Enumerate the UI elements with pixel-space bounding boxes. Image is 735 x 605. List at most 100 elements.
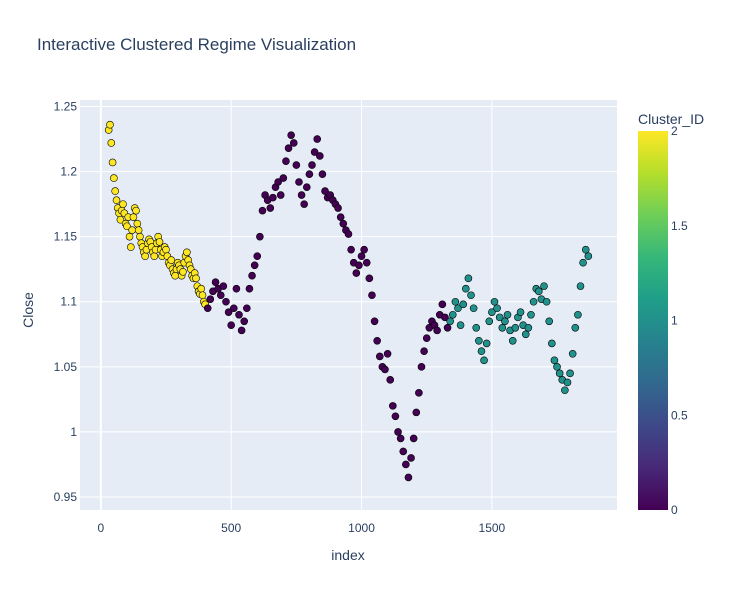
data-point-cluster-0[interactable] (433, 326, 441, 335)
data-point-cluster-1[interactable] (462, 284, 470, 293)
data-point-cluster-1[interactable] (550, 356, 559, 365)
data-point-cluster-1[interactable] (529, 297, 538, 306)
data-point-cluster-1[interactable] (579, 258, 587, 267)
data-point-cluster-1[interactable] (568, 350, 577, 358)
data-point-cluster-0[interactable] (396, 434, 405, 443)
data-point-cluster-0[interactable] (362, 258, 371, 267)
data-point-cluster-0[interactable] (422, 334, 431, 342)
data-point-cluster-1[interactable] (576, 282, 585, 290)
data-point-cluster-0[interactable] (211, 278, 220, 287)
data-point-cluster-1[interactable] (501, 317, 509, 326)
data-point-cluster-1[interactable] (451, 297, 460, 306)
data-point-cluster-1[interactable] (574, 310, 582, 319)
data-point-cluster-0[interactable] (276, 191, 285, 199)
data-point-cluster-1[interactable] (511, 323, 520, 332)
data-point-cluster-0[interactable] (253, 252, 262, 260)
data-point-cluster-2[interactable] (112, 196, 121, 205)
data-point-cluster-0[interactable] (237, 326, 246, 335)
data-point-cluster-0[interactable] (344, 230, 353, 238)
data-point-cluster-0[interactable] (399, 447, 408, 456)
data-point-cluster-0[interactable] (420, 347, 428, 356)
data-point-cluster-1[interactable] (446, 317, 454, 326)
data-point-cluster-0[interactable] (297, 191, 306, 199)
data-point-cluster-0[interactable] (235, 310, 243, 319)
data-point-cluster-2[interactable] (132, 206, 140, 215)
data-point-cluster-2[interactable] (155, 238, 164, 246)
data-point-cluster-2[interactable] (192, 274, 200, 283)
data-point-cluster-0[interactable] (287, 131, 295, 139)
data-point-cluster-2[interactable] (198, 291, 207, 300)
data-point-cluster-1[interactable] (584, 252, 593, 260)
data-point-cluster-0[interactable] (302, 183, 311, 192)
data-point-cluster-0[interactable] (269, 193, 277, 202)
data-point-cluster-0[interactable] (441, 313, 449, 322)
data-point-cluster-0[interactable] (310, 148, 319, 156)
data-point-cluster-2[interactable] (108, 158, 117, 167)
data-point-cluster-0[interactable] (250, 261, 259, 270)
data-point-cluster-2[interactable] (127, 243, 135, 251)
data-point-cluster-2[interactable] (106, 120, 114, 129)
data-point-cluster-0[interactable] (334, 204, 342, 212)
data-point-cluster-0[interactable] (216, 291, 225, 300)
data-point-cluster-2[interactable] (171, 271, 179, 280)
data-point-cluster-0[interactable] (373, 336, 381, 345)
data-point-cluster-1[interactable] (561, 386, 569, 395)
data-point-cluster-0[interactable] (336, 213, 345, 221)
data-point-cluster-1[interactable] (516, 308, 525, 316)
data-point-cluster-1[interactable] (475, 336, 483, 345)
data-point-cluster-0[interactable] (203, 304, 212, 313)
data-point-cluster-0[interactable] (300, 200, 308, 208)
data-point-cluster-1[interactable] (459, 300, 468, 309)
data-point-cluster-0[interactable] (222, 297, 230, 306)
data-point-cluster-1[interactable] (488, 308, 496, 316)
data-point-cluster-2[interactable] (183, 248, 191, 257)
data-point-cluster-2[interactable] (141, 252, 149, 260)
data-point-cluster-2[interactable] (129, 213, 138, 221)
data-point-cluster-2[interactable] (123, 222, 131, 231)
data-point-cluster-0[interactable] (347, 245, 355, 254)
data-point-cluster-0[interactable] (248, 271, 256, 280)
data-point-cluster-0[interactable] (289, 139, 298, 147)
data-point-cluster-0[interactable] (381, 365, 389, 374)
data-point-cluster-1[interactable] (566, 369, 574, 378)
data-point-cluster-2[interactable] (179, 268, 187, 276)
data-point-cluster-0[interactable] (438, 300, 447, 309)
data-point-cluster-1[interactable] (524, 323, 533, 332)
data-point-cluster-2[interactable] (128, 226, 136, 234)
data-point-cluster-2[interactable] (136, 232, 144, 241)
data-point-cluster-1[interactable] (456, 321, 465, 329)
data-point-cluster-1[interactable] (527, 310, 535, 319)
data-point-cluster-0[interactable] (206, 295, 215, 303)
data-point-cluster-1[interactable] (485, 317, 494, 326)
data-point-cluster-0[interactable] (412, 408, 421, 417)
data-point-cluster-1[interactable] (448, 310, 457, 319)
data-point-cluster-0[interactable] (224, 308, 233, 316)
data-point-cluster-0[interactable] (305, 170, 314, 178)
data-points[interactable] (104, 120, 593, 482)
data-point-cluster-1[interactable] (464, 274, 473, 283)
data-point-cluster-1[interactable] (454, 304, 462, 313)
data-point-cluster-0[interactable] (394, 428, 402, 436)
data-point-cluster-0[interactable] (240, 317, 249, 326)
data-point-cluster-1[interactable] (534, 287, 543, 296)
data-point-cluster-1[interactable] (490, 297, 499, 306)
data-point-cluster-0[interactable] (370, 317, 379, 326)
data-point-cluster-0[interactable] (383, 350, 392, 358)
data-point-cluster-0[interactable] (321, 187, 329, 195)
data-point-cluster-0[interactable] (404, 473, 413, 482)
data-point-cluster-2[interactable] (197, 284, 206, 293)
data-point-cluster-0[interactable] (279, 174, 288, 182)
data-point-cluster-0[interactable] (274, 178, 282, 186)
data-point-cluster-1[interactable] (508, 336, 517, 345)
data-point-cluster-1[interactable] (472, 323, 481, 332)
data-point-cluster-0[interactable] (417, 363, 426, 371)
data-point-cluster-0[interactable] (232, 284, 241, 293)
data-point-cluster-1[interactable] (540, 282, 548, 290)
data-point-cluster-0[interactable] (360, 245, 368, 254)
data-point-cluster-2[interactable] (119, 200, 127, 208)
data-point-cluster-1[interactable] (503, 310, 512, 319)
data-point-cluster-2[interactable] (111, 187, 119, 195)
data-point-cluster-0[interactable] (402, 460, 410, 469)
data-point-cluster-0[interactable] (375, 352, 384, 361)
data-point-cluster-0[interactable] (415, 389, 423, 397)
